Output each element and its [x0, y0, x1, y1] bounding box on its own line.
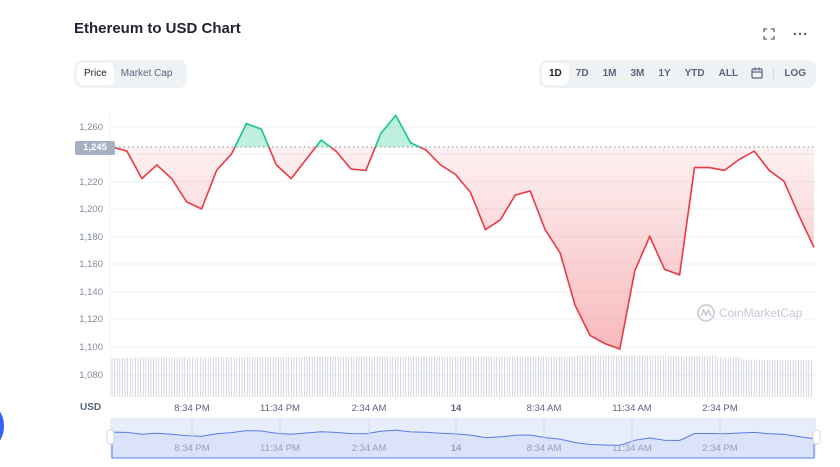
range-7d[interactable]: 7D	[575, 68, 589, 79]
y-axis-labels: 1,260 1,220 1,200 1,180 1,160 1,140 1,12…	[79, 122, 103, 381]
range-1m[interactable]: 1M	[602, 68, 617, 79]
coinmarketcap-logo-icon	[697, 304, 715, 322]
range-1d[interactable]: 1D	[542, 63, 569, 85]
svg-text:8:34 PM: 8:34 PM	[174, 443, 209, 454]
log-scale-toggle[interactable]: LOG	[784, 68, 806, 79]
navigator-right-handle[interactable]	[812, 429, 821, 445]
metric-toggle: Price Market Cap	[74, 60, 187, 88]
svg-text:2:34 AM: 2:34 AM	[352, 443, 387, 454]
svg-text:1,140: 1,140	[79, 287, 103, 298]
tab-market-cap[interactable]: Market Cap	[120, 68, 173, 79]
svg-text:1,160: 1,160	[79, 259, 103, 270]
gridlines	[110, 126, 816, 376]
floating-action-dot[interactable]	[0, 406, 4, 446]
range-all[interactable]: ALL	[718, 68, 739, 79]
range-1y[interactable]: 1Y	[658, 68, 671, 79]
price-line	[111, 113, 815, 351]
svg-text:1,120: 1,120	[79, 314, 103, 325]
coinmarketcap-watermark: CoinMarketCap	[697, 304, 802, 322]
svg-text:14: 14	[451, 443, 462, 454]
svg-text:11:34 AM: 11:34 AM	[612, 443, 652, 454]
svg-text:8:34 AM: 8:34 AM	[527, 403, 562, 414]
svg-text:11:34 AM: 11:34 AM	[612, 403, 652, 414]
svg-text:1,200: 1,200	[79, 204, 103, 215]
range-3m[interactable]: 3M	[630, 68, 645, 79]
svg-text:1,180: 1,180	[79, 232, 103, 243]
svg-text:11:34 PM: 11:34 PM	[260, 443, 300, 454]
svg-text:1,260: 1,260	[79, 122, 103, 133]
volume-bars	[111, 355, 812, 397]
range-ytd[interactable]: YTD	[684, 68, 705, 79]
svg-text:2:34 AM: 2:34 AM	[352, 403, 387, 414]
navigator-left-handle[interactable]	[106, 429, 115, 445]
more-dots-icon[interactable]	[792, 26, 808, 42]
fullscreen-icon[interactable]	[761, 26, 777, 42]
range-toggle: 1D 7D 1M 3M 1Y YTD ALL LOG	[539, 60, 816, 88]
range-navigator[interactable]: 8:34 PM 11:34 PM 2:34 AM 14 8:34 AM 11:3…	[106, 418, 821, 459]
current-price-badge: 1,245	[75, 141, 115, 155]
svg-text:1,220: 1,220	[79, 177, 103, 188]
svg-text:8:34 PM: 8:34 PM	[174, 403, 209, 414]
tab-price[interactable]: Price	[77, 63, 114, 85]
currency-label: USD	[80, 402, 102, 413]
svg-text:1,080: 1,080	[79, 370, 103, 381]
svg-text:14: 14	[451, 403, 462, 414]
calendar-icon[interactable]	[745, 63, 769, 85]
svg-text:1,100: 1,100	[79, 342, 103, 353]
svg-text:11:34 PM: 11:34 PM	[260, 403, 300, 414]
svg-text:2:34 PM: 2:34 PM	[702, 443, 737, 454]
svg-text:2:34 PM: 2:34 PM	[702, 403, 737, 414]
chart-title: Ethereum to USD Chart	[74, 20, 241, 37]
x-axis-labels: 8:34 PM 11:34 PM 2:34 AM 14 8:34 AM 11:3…	[174, 403, 737, 414]
svg-text:8:34 AM: 8:34 AM	[527, 443, 562, 454]
